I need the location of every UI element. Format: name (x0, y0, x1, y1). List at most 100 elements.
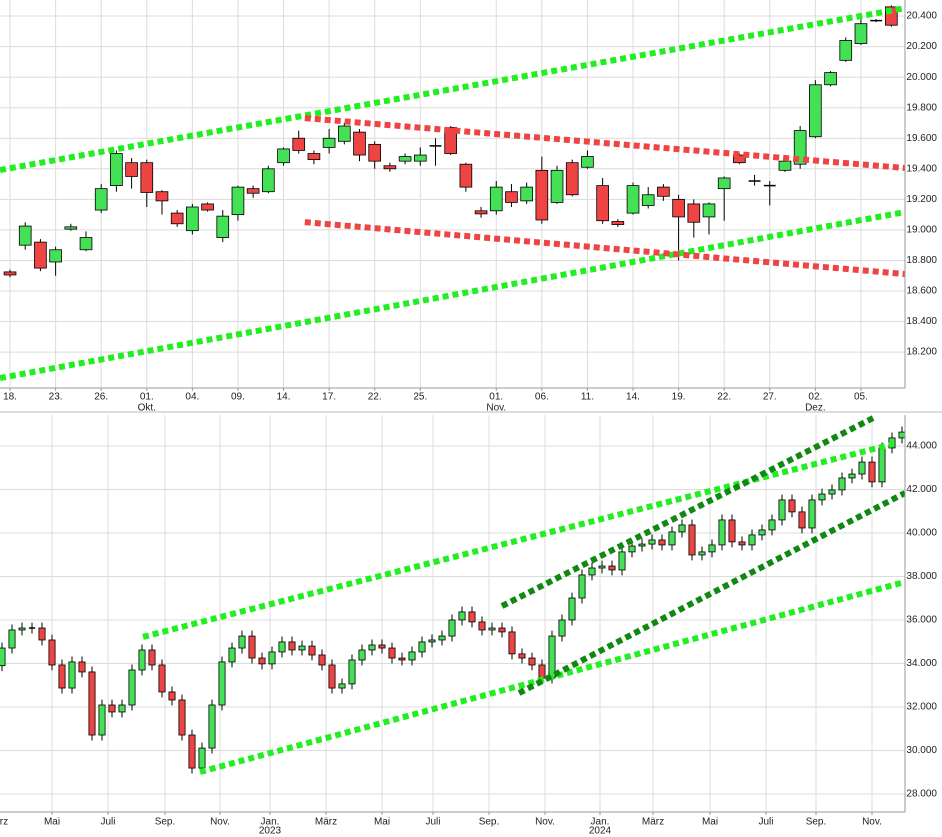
x-tick-label: Juli (758, 817, 773, 828)
candle-body (18, 627, 26, 631)
candle-body (793, 130, 807, 165)
candle-body (358, 649, 366, 661)
candle-body (288, 641, 296, 651)
candle-body (638, 543, 646, 547)
candle-body (535, 169, 549, 221)
candle-body (878, 447, 886, 483)
x-tick-label: Juli (425, 817, 440, 828)
candle-body (108, 704, 116, 713)
candle-body (378, 644, 386, 649)
candle-body (18, 225, 32, 246)
candle-body (298, 645, 306, 651)
candle-body (489, 186, 503, 212)
candle-body (68, 661, 76, 689)
candle-body (858, 461, 866, 475)
candle-body (308, 645, 316, 656)
candle-body (228, 647, 236, 663)
candle-body (231, 186, 245, 216)
candle-body (307, 153, 321, 161)
candle-body (758, 529, 766, 536)
candle-body (186, 206, 199, 232)
candle-body (88, 671, 96, 736)
candle-body (278, 641, 286, 653)
candle-body (626, 185, 640, 214)
trend-line (199, 579, 905, 775)
plot-area (0, 415, 905, 775)
x-tick-label: Jan. (261, 817, 280, 828)
candle-body (598, 565, 606, 569)
candle-body (568, 597, 576, 621)
x-labels: März Mai Juli Sep. Nov. Jan. März Mai Juli Sep. No… (0, 812, 882, 837)
candle-body (459, 163, 473, 188)
candle-body (809, 84, 822, 138)
candle-body (798, 511, 806, 529)
x-tick-label: Mai (374, 817, 390, 828)
y-tick-label: 19.800 (906, 102, 937, 113)
candle-body (413, 154, 427, 162)
x-tick-label: Juli (100, 817, 115, 828)
candle-body (648, 539, 656, 545)
y-tick-label: 30.000 (906, 745, 937, 756)
candle-body (508, 631, 516, 655)
candle-body (596, 185, 609, 222)
candle-body (488, 627, 496, 631)
candle-body (216, 215, 230, 238)
x-tick-label: Nov. (535, 817, 555, 828)
candle-body (98, 704, 106, 736)
x-tick-label: 22. (368, 392, 382, 403)
x-tick-label: Sep. (806, 817, 827, 828)
y-tick-label: 44.000 (906, 441, 937, 452)
candle-body (49, 249, 62, 263)
candle-body (778, 499, 786, 521)
x-tick-label: 02. (808, 392, 822, 403)
candle-body (110, 153, 123, 186)
candle-body (292, 137, 306, 151)
candle-body (448, 619, 456, 637)
candle-body (0, 647, 6, 667)
candle-body (708, 544, 716, 553)
candle-body (678, 524, 686, 533)
candle-body (808, 499, 816, 529)
candle-body (839, 40, 853, 61)
candle-body (258, 657, 266, 665)
candle-body (155, 191, 169, 202)
y-tick-label: 18.600 (906, 286, 937, 297)
y-tick-label: 38.000 (906, 571, 937, 582)
trend-line (0, 5, 905, 173)
candle-body (78, 661, 86, 673)
candle-body (468, 611, 476, 623)
x-tick-label: Sep. (479, 817, 500, 828)
candle-body (208, 704, 216, 749)
y-tick-label: 20.000 (906, 72, 937, 83)
x-tick-label: Jan. (591, 817, 610, 828)
candle-body (838, 477, 846, 491)
candle-body (125, 162, 138, 177)
trend-line (142, 441, 894, 640)
candle-body (368, 644, 376, 651)
x-tick-label: Mai (702, 817, 718, 828)
x-tick-label: Sep. (155, 817, 176, 828)
candle-body (158, 664, 166, 693)
y-tick-label: 19.600 (906, 133, 937, 144)
candle-body (348, 659, 356, 685)
candle-body (170, 212, 184, 225)
candle-body (728, 519, 736, 543)
candle-body (538, 664, 546, 679)
candle-body (658, 539, 666, 546)
candle-body (668, 531, 676, 546)
x-tick-label: 18. (3, 392, 17, 403)
candle-body (328, 664, 336, 689)
x-tick-label: 14. (277, 392, 291, 403)
x-tick-label: 09. (231, 392, 245, 403)
candle-body (768, 519, 776, 531)
candle-body (178, 699, 186, 736)
x-tick-label: 26. (94, 392, 108, 403)
candle-body (248, 635, 256, 659)
candle-body (353, 131, 366, 156)
x-tick-label: 22. (717, 392, 731, 403)
candle-body (854, 23, 868, 44)
candle-body (702, 203, 716, 218)
candle-body (778, 160, 792, 171)
x-tick-label: 01. (140, 392, 154, 403)
candle-body (94, 188, 108, 211)
